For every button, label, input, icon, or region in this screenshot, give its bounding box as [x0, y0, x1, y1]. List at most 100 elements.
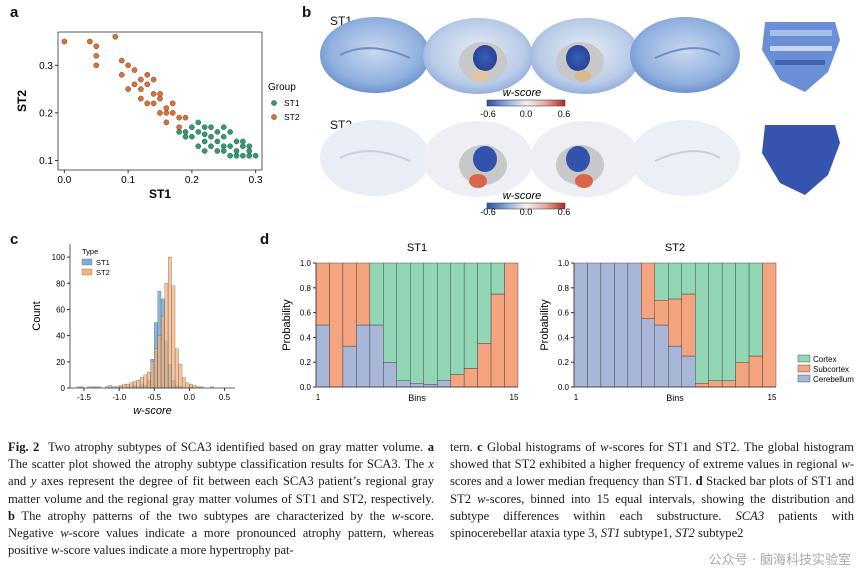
stack-xtick-first: 1 [316, 393, 321, 402]
stack-title: ST1 [407, 242, 427, 254]
scatter-point-st2 [150, 91, 157, 97]
colorbar-title-1: w-score [503, 87, 542, 99]
hist-legend-title: Type [82, 247, 98, 256]
stack-bar-subcortex [329, 262, 344, 388]
scatter-point-st1 [227, 152, 233, 159]
colorbar2-tick-neg: -0.6 [480, 207, 496, 215]
stack-bar-cerebellum [436, 380, 451, 388]
stack-ylabel: Probability [539, 299, 551, 351]
scatter-legend-title: Group [268, 82, 296, 93]
scatter-point-st2 [93, 62, 100, 69]
stack-bar-cerebellum [641, 318, 656, 388]
scatter-point-st1 [246, 143, 253, 150]
scatter-point-st2 [176, 114, 182, 121]
cerebellum-st1 [762, 22, 840, 92]
hist-bar-st2 [189, 383, 193, 389]
scatter-point-st1 [201, 148, 208, 154]
scatter-point-st2 [112, 33, 119, 40]
brain-lateral-left-st1 [320, 17, 430, 93]
scatter-legend-marker [271, 114, 277, 120]
scatter-point-st2 [144, 72, 151, 78]
caption-right: tern. c Global histograms of w-scores fo… [450, 439, 854, 542]
stack-bar-cortex [490, 262, 505, 295]
scatter-ytick-label: 0.1 [39, 156, 53, 167]
scatter-ylabel: ST2 [15, 90, 29, 112]
scatter-point-st1 [233, 152, 240, 159]
scatter-point-st2 [93, 43, 100, 50]
hist-bar-st2 [185, 382, 190, 389]
stack-bar-cortex [369, 262, 384, 326]
stack-legend-label: Cortex [813, 355, 837, 364]
stacked-bar-chart-st1: ST1 0.0 0.2 0.4 0.6 0.8 1.0 1 15 Bins Probability [281, 242, 519, 403]
scatter-point-st2 [163, 110, 170, 116]
stack-bar-cerebellum [342, 345, 357, 388]
scatter-point-st1 [240, 138, 246, 145]
stack-bar-cerebellum [396, 380, 411, 388]
stack-ytick-label: 0.2 [558, 358, 570, 367]
scatter-point-st1 [182, 129, 189, 135]
stack-bar-subcortex [694, 383, 709, 388]
stack-bar-cortex [694, 262, 709, 384]
scatter-point-st1 [201, 131, 208, 138]
colorbar1-tick-zero: 0.0 [520, 109, 533, 119]
scatter-point-st2 [125, 86, 131, 92]
stack-ytick-label: 0.6 [300, 309, 312, 318]
hist-bar-st2 [140, 377, 144, 389]
scatter-point-st1 [240, 152, 246, 159]
hist-legend-label: ST1 [96, 258, 110, 267]
stack-xlabel: Bins [666, 393, 684, 403]
scatter-point-st2 [118, 57, 125, 64]
stack-legend-swatch [797, 364, 811, 373]
stack-bar-subcortex [721, 380, 736, 388]
stack-bar-cerebellum [573, 262, 588, 388]
colorbar2-tick-pos: 0.6 [558, 207, 571, 215]
hist-ytick-label: 80 [56, 279, 65, 288]
scatter-point-st2 [157, 95, 163, 102]
scatter-point-st1 [220, 148, 227, 154]
hist-ytick-label: 60 [56, 305, 65, 314]
scatter-legend-label: ST1 [284, 98, 300, 108]
scatter-point-st1 [189, 124, 195, 130]
stack-bar-subcortex [708, 380, 723, 388]
stack-bar-subcortex [504, 262, 519, 388]
stack-bar-cortex [436, 262, 451, 382]
stack-bar-subcortex [463, 368, 478, 388]
stack-bar-cortex [721, 262, 736, 382]
stack-bar-cerebellum [681, 355, 696, 388]
scatter-point-st1 [246, 148, 253, 154]
hist-bar-st2 [164, 283, 169, 389]
scatter-point-st1 [227, 143, 233, 150]
hist-xlabel: w-score [133, 405, 172, 417]
scatter-point-st1 [208, 133, 214, 140]
scatter-point-st1 [233, 138, 240, 145]
stack-ytick-label: 0.0 [300, 383, 312, 392]
caption-left: Fig. 2 Two atrophy subtypes of SCA3 iden… [8, 439, 434, 559]
hist-xtick-label: 0.5 [219, 393, 231, 402]
hist-bar-st2 [154, 348, 158, 389]
hist-ytick-label: 0 [61, 384, 66, 393]
scatter-point-st1 [189, 133, 195, 140]
scatter-point-st1 [182, 133, 189, 140]
stack-bar-cortex [681, 262, 696, 295]
scatter-point-st1 [201, 138, 208, 145]
stack-bar-cerebellum [587, 262, 602, 388]
stack-bar-subcortex [748, 355, 763, 388]
scatter-point-st2 [157, 91, 163, 97]
hist-bar-st2 [136, 379, 141, 389]
panel-letter-a: a [10, 4, 19, 21]
scatter-point-st1 [195, 143, 202, 150]
hist-bar-st2 [147, 372, 151, 389]
scatter-point-st1 [208, 124, 214, 130]
stack-bar-cortex [410, 262, 424, 384]
scatter-point-st2 [163, 119, 170, 126]
stack-ytick-label: 0.0 [558, 383, 570, 392]
stack-ytick-label: 0.6 [558, 309, 570, 318]
watermark: 公众号 · 脑海科技实验室 [708, 553, 851, 568]
scatter-point-st1 [220, 143, 227, 150]
hist-xtick-label: 0.0 [184, 393, 196, 402]
scatter-chart-a: 0.0 0.1 0.2 0.3 0.1 0.2 0.3 ST1 ST2 Group ST1 ST2 [15, 31, 300, 200]
scatter-xtick-label: 0.2 [185, 175, 199, 186]
brain-lateral-right-st1 [630, 17, 740, 93]
stack-ytick-label: 0.4 [300, 333, 312, 342]
hist-bar-st2 [150, 361, 155, 389]
